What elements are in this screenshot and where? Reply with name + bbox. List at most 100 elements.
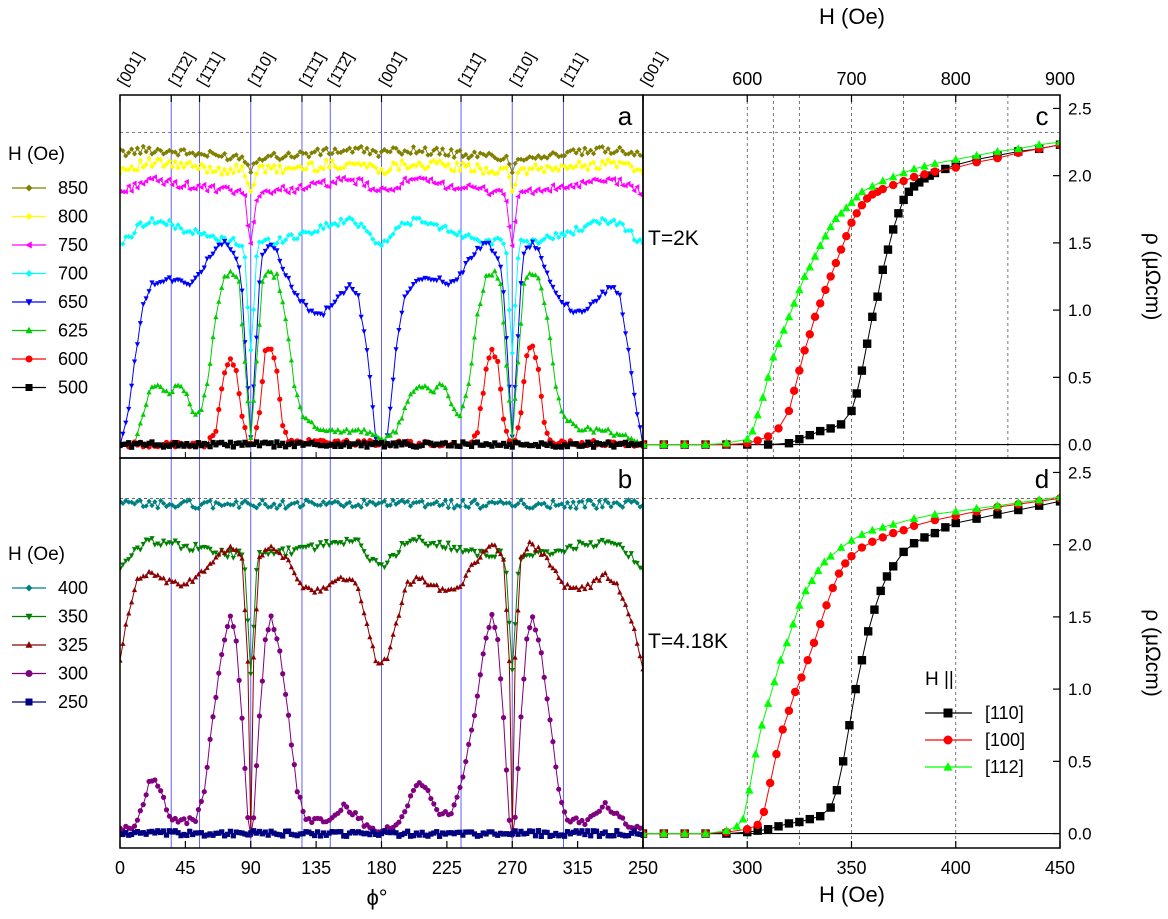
data-point [841, 559, 850, 568]
data-point [201, 164, 207, 170]
data-point [274, 636, 280, 642]
data-point [361, 329, 367, 335]
data-point [192, 574, 199, 580]
data-point [373, 831, 379, 838]
data-point [219, 829, 225, 835]
data-point [399, 600, 405, 605]
data-point [370, 405, 376, 411]
data-point [422, 144, 428, 151]
data-point [163, 541, 170, 547]
data-point [576, 184, 582, 190]
data-point [288, 831, 295, 837]
data-point [126, 499, 132, 505]
data-point [402, 405, 408, 411]
data-point [810, 251, 820, 260]
data-point [567, 148, 573, 154]
data-point [413, 538, 419, 544]
data-point [271, 444, 277, 450]
data-point [454, 829, 460, 836]
data-point [620, 815, 626, 821]
data-point [772, 749, 781, 759]
x-axis-label: ϕ° [366, 885, 387, 910]
data-point [521, 676, 527, 682]
data-point [437, 587, 443, 593]
data-point [559, 153, 565, 159]
data-point [489, 248, 495, 254]
data-point [559, 299, 565, 305]
data-point [131, 180, 137, 186]
data-point [387, 830, 393, 836]
data-point [367, 231, 373, 237]
data-point [442, 223, 449, 229]
data-point [559, 832, 565, 838]
data-point [381, 444, 388, 450]
data-point [471, 334, 478, 340]
data-point [480, 651, 486, 657]
data-point [126, 832, 132, 838]
data-point [320, 584, 326, 590]
data-point [759, 807, 769, 817]
data-point [498, 165, 504, 172]
data-point [352, 503, 358, 509]
data-point [765, 778, 775, 788]
data-point [361, 149, 367, 155]
data-point [445, 161, 451, 167]
data-point [448, 811, 454, 817]
data-point [463, 829, 469, 835]
data-point [593, 575, 600, 581]
data-point [265, 440, 271, 447]
data-point [993, 146, 1002, 155]
data-point [515, 500, 521, 507]
data-point [178, 225, 184, 231]
data-point [373, 240, 379, 246]
legend-entry: 800 [58, 207, 88, 227]
data-point [617, 502, 623, 508]
data-point [559, 578, 565, 584]
data-point [230, 555, 236, 561]
data-point [224, 443, 231, 449]
data-point [277, 502, 283, 508]
data-point [158, 497, 164, 504]
data-point [294, 236, 300, 242]
data-point [524, 274, 530, 280]
data-point [463, 441, 469, 447]
data-point [303, 150, 309, 157]
data-point [503, 606, 510, 612]
top-axis-label: [1̄1̄1] [194, 50, 227, 89]
data-point [192, 411, 199, 417]
data-point [396, 550, 402, 556]
data-point [480, 390, 486, 396]
data-point [622, 499, 629, 505]
top-axis-label: [1̄11] [558, 51, 590, 89]
data-point [317, 540, 324, 546]
data-point [439, 440, 446, 446]
data-point [434, 499, 440, 505]
data-point [344, 217, 350, 223]
data-point [253, 830, 260, 836]
data-point [471, 712, 478, 719]
data-point [489, 443, 495, 449]
data-point [187, 443, 193, 449]
data-point [248, 671, 254, 677]
data-point [576, 443, 582, 449]
data-point [503, 336, 510, 342]
data-point [889, 528, 898, 538]
data-point [213, 314, 219, 320]
data-point [477, 672, 483, 678]
data-point [236, 504, 242, 511]
data-point [413, 150, 419, 156]
data-point [134, 441, 141, 447]
data-point [468, 184, 474, 190]
data-point [608, 430, 614, 436]
data-point [373, 436, 379, 442]
data-point [219, 651, 225, 658]
data-point [471, 252, 478, 258]
data-point [631, 168, 637, 174]
data-point [556, 234, 562, 241]
data-point [126, 406, 132, 412]
data-point [460, 832, 466, 838]
data-point [341, 542, 347, 548]
data-point [518, 442, 524, 448]
data-point [486, 624, 492, 631]
data-point [128, 188, 134, 194]
